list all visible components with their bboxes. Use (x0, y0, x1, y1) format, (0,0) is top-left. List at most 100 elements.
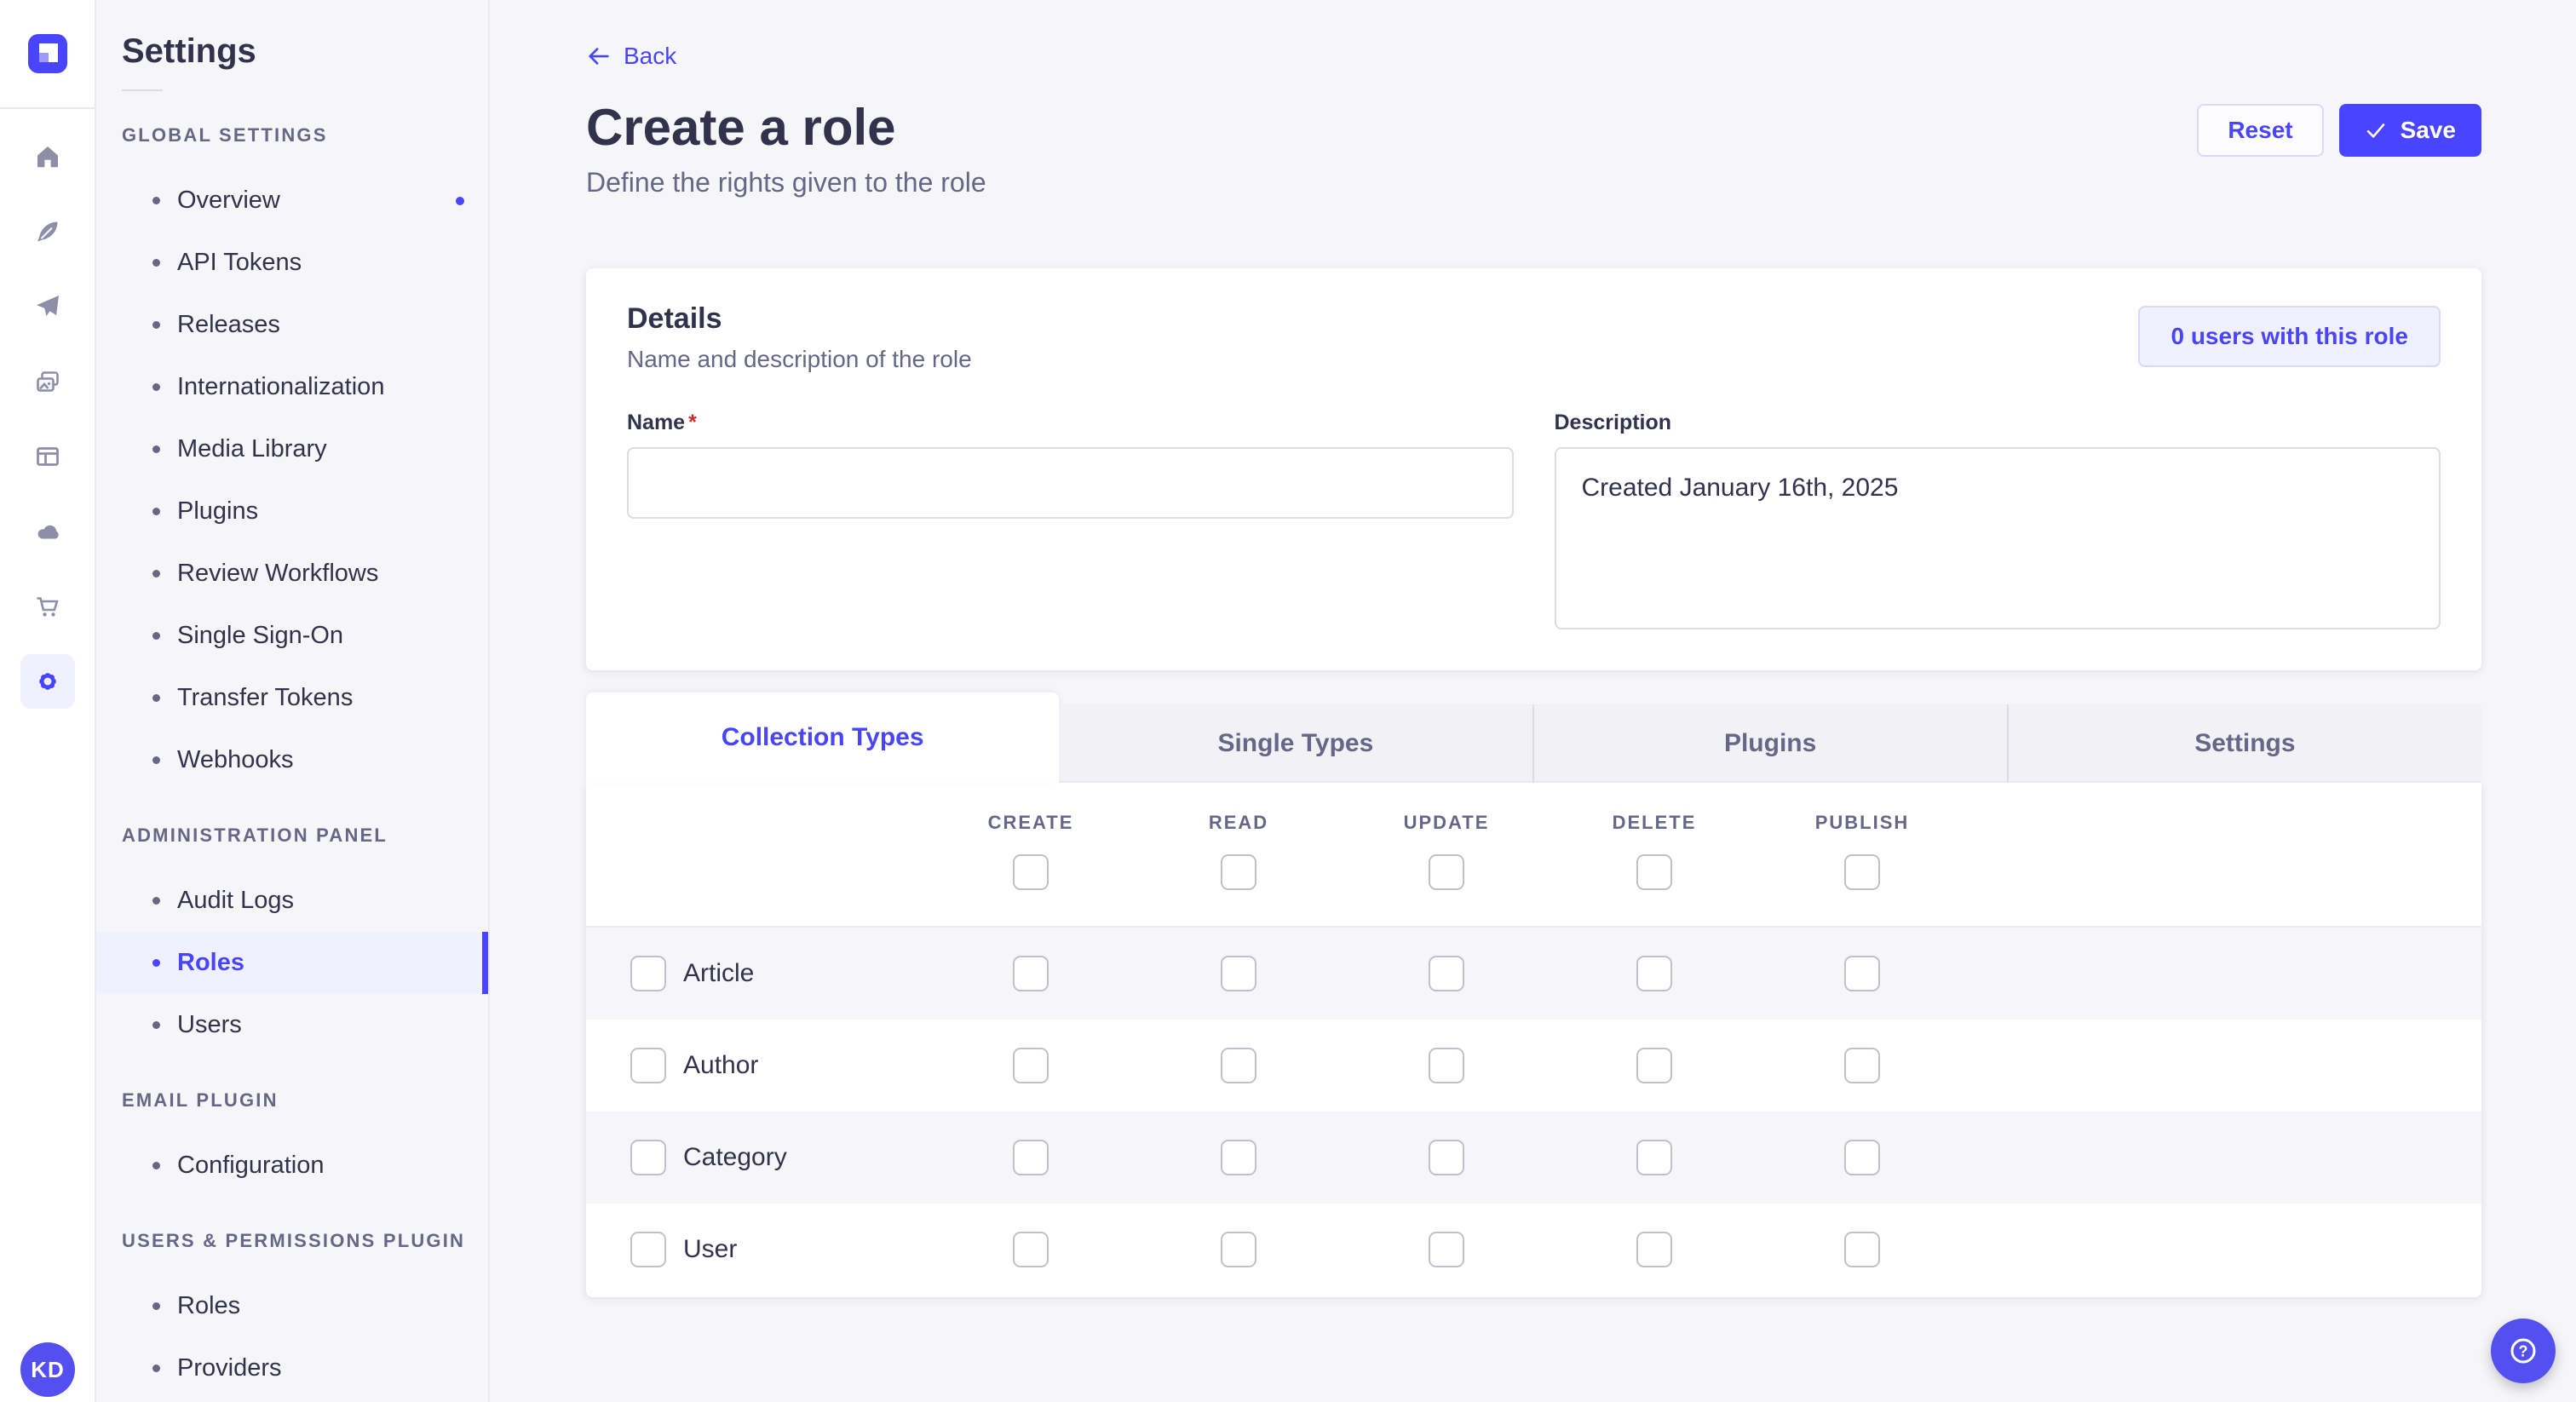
column-header-delete: DELETE (1612, 812, 1697, 833)
select-row-article-checkbox[interactable] (630, 956, 666, 991)
sidebar-item-label: Roles (177, 1292, 241, 1319)
sidebar-item-label: API Tokens (177, 249, 302, 276)
sidebar-item-label: Overview (177, 187, 280, 214)
article-update-checkbox[interactable] (1429, 956, 1464, 991)
bullet-icon (152, 383, 160, 391)
author-publish-checkbox[interactable] (1844, 1048, 1880, 1083)
sidebar-item-transfer-tokens[interactable]: Transfer Tokens (96, 667, 488, 729)
permissions-table: CREATE READ UPDATE DELETE PUBLISH Article Aut… (586, 783, 2481, 1297)
sidebar-item-single-sign-on[interactable]: Single Sign-On (96, 605, 488, 667)
user-update-checkbox[interactable] (1429, 1232, 1464, 1267)
send-icon (36, 296, 59, 316)
description-textarea[interactable]: Created January 16th, 2025 (1554, 447, 2441, 629)
rail-media-button[interactable] (20, 354, 75, 409)
table-rows: Article Author Category User (586, 928, 2481, 1296)
rail-content-button[interactable] (20, 204, 75, 259)
sidebar-item-roles[interactable]: Roles (96, 932, 488, 994)
select-row-category-checkbox[interactable] (630, 1140, 666, 1175)
select-row-user-checkbox[interactable] (630, 1232, 666, 1267)
back-arrow-icon (589, 48, 609, 65)
rail-release-button[interactable] (20, 279, 75, 334)
layout-icon (36, 447, 59, 466)
name-input[interactable] (627, 447, 1514, 519)
back-link[interactable]: Back (586, 0, 676, 70)
rail-marketplace-button[interactable] (20, 579, 75, 634)
user-delete-checkbox[interactable] (1636, 1232, 1672, 1267)
sidebar-item-releases[interactable]: Releases (96, 294, 488, 356)
bullet-icon (152, 445, 160, 453)
sidebar-item-media-library[interactable]: Media Library (96, 418, 488, 480)
author-update-checkbox[interactable] (1429, 1048, 1464, 1083)
tab-settings[interactable]: Settings (2006, 704, 2481, 783)
sidebar-title-divider (122, 89, 163, 91)
bullet-icon (152, 694, 160, 702)
sidebar-section-header-email-plugin: EMAIL PLUGIN (122, 1089, 279, 1111)
sidebar-item-roles[interactable]: Roles (96, 1275, 488, 1337)
strapi-logo[interactable] (27, 34, 67, 73)
rail-settings-button[interactable] (20, 654, 75, 709)
author-read-checkbox[interactable] (1221, 1048, 1256, 1083)
rail-content-type-builder-button[interactable] (20, 429, 75, 484)
active-indicator (482, 932, 488, 994)
user-read-checkbox[interactable] (1221, 1232, 1256, 1267)
feather-icon (37, 221, 57, 242)
save-label: Save (2400, 117, 2456, 143)
select-all-update-checkbox[interactable] (1429, 854, 1464, 890)
sidebar-item-configuration[interactable]: Configuration (96, 1135, 488, 1197)
article-create-checkbox[interactable] (1013, 956, 1049, 991)
category-delete-checkbox[interactable] (1636, 1140, 1672, 1175)
row-label: User (683, 1235, 738, 1263)
sidebar-item-label: Audit Logs (177, 887, 295, 914)
category-read-checkbox[interactable] (1221, 1140, 1256, 1175)
article-publish-checkbox[interactable] (1844, 956, 1880, 991)
sidebar-item-review-workflows[interactable]: Review Workflows (96, 543, 488, 605)
sidebar-item-overview[interactable]: Overview (96, 170, 488, 232)
sidebar-item-plugins[interactable]: Plugins (96, 480, 488, 543)
sidebar-item-audit-logs[interactable]: Audit Logs (96, 870, 488, 932)
column-header-create: CREATE (987, 812, 1074, 833)
bullet-icon (152, 959, 160, 967)
sidebar-item-label: Users (177, 1011, 242, 1038)
gear-icon (38, 673, 56, 690)
rail-cloud-button[interactable] (20, 504, 75, 559)
select-all-publish-cell (1758, 854, 1966, 890)
rail-home-button[interactable] (20, 129, 75, 184)
sidebar-item-providers[interactable]: Providers (96, 1337, 488, 1399)
article-delete-checkbox[interactable] (1636, 956, 1672, 991)
sidebar-section-header-global-settings: GLOBAL SETTINGS (122, 124, 328, 146)
column-header-publish: PUBLISH (1814, 812, 1910, 833)
page-title: Create a role (586, 99, 896, 156)
author-create-checkbox[interactable] (1013, 1048, 1049, 1083)
save-button[interactable]: Save (2338, 104, 2481, 157)
sidebar-sections: GLOBAL SETTINGS Overview API Tokens Release… (96, 113, 488, 1399)
author-delete-checkbox[interactable] (1636, 1048, 1672, 1083)
details-title: Details (627, 302, 722, 335)
user-create-cell (927, 1232, 1135, 1267)
tab-single-types[interactable]: Single Types (1059, 704, 1532, 783)
sidebar-item-users[interactable]: Users (96, 994, 488, 1056)
required-mark: * (688, 411, 697, 434)
tab-plugins[interactable]: Plugins (1532, 704, 2007, 783)
select-all-delete-checkbox[interactable] (1636, 854, 1672, 890)
users-with-role-button[interactable]: 0 users with this role (2138, 306, 2441, 367)
user-avatar[interactable]: KD (20, 1342, 75, 1397)
select-all-create-checkbox[interactable] (1013, 854, 1049, 890)
article-read-checkbox[interactable] (1221, 956, 1256, 991)
sidebar-item-api-tokens[interactable]: API Tokens (96, 232, 488, 294)
author-delete-cell (1550, 1048, 1758, 1083)
user-publish-checkbox[interactable] (1844, 1232, 1880, 1267)
tab-collection-types[interactable]: Collection Types (586, 692, 1060, 783)
rail-divider (0, 107, 95, 109)
category-create-checkbox[interactable] (1013, 1140, 1049, 1175)
category-update-checkbox[interactable] (1429, 1140, 1464, 1175)
help-button[interactable]: ? (2491, 1319, 2556, 1383)
select-all-create-cell (927, 854, 1135, 890)
select-all-publish-checkbox[interactable] (1844, 854, 1880, 890)
user-create-checkbox[interactable] (1013, 1232, 1049, 1267)
sidebar-item-webhooks[interactable]: Webhooks (96, 729, 488, 791)
category-publish-checkbox[interactable] (1844, 1140, 1880, 1175)
select-row-author-checkbox[interactable] (630, 1048, 666, 1083)
reset-button[interactable]: Reset (2197, 104, 2324, 157)
sidebar-item-internationalization[interactable]: Internationalization (96, 356, 488, 418)
select-all-read-checkbox[interactable] (1221, 854, 1256, 890)
